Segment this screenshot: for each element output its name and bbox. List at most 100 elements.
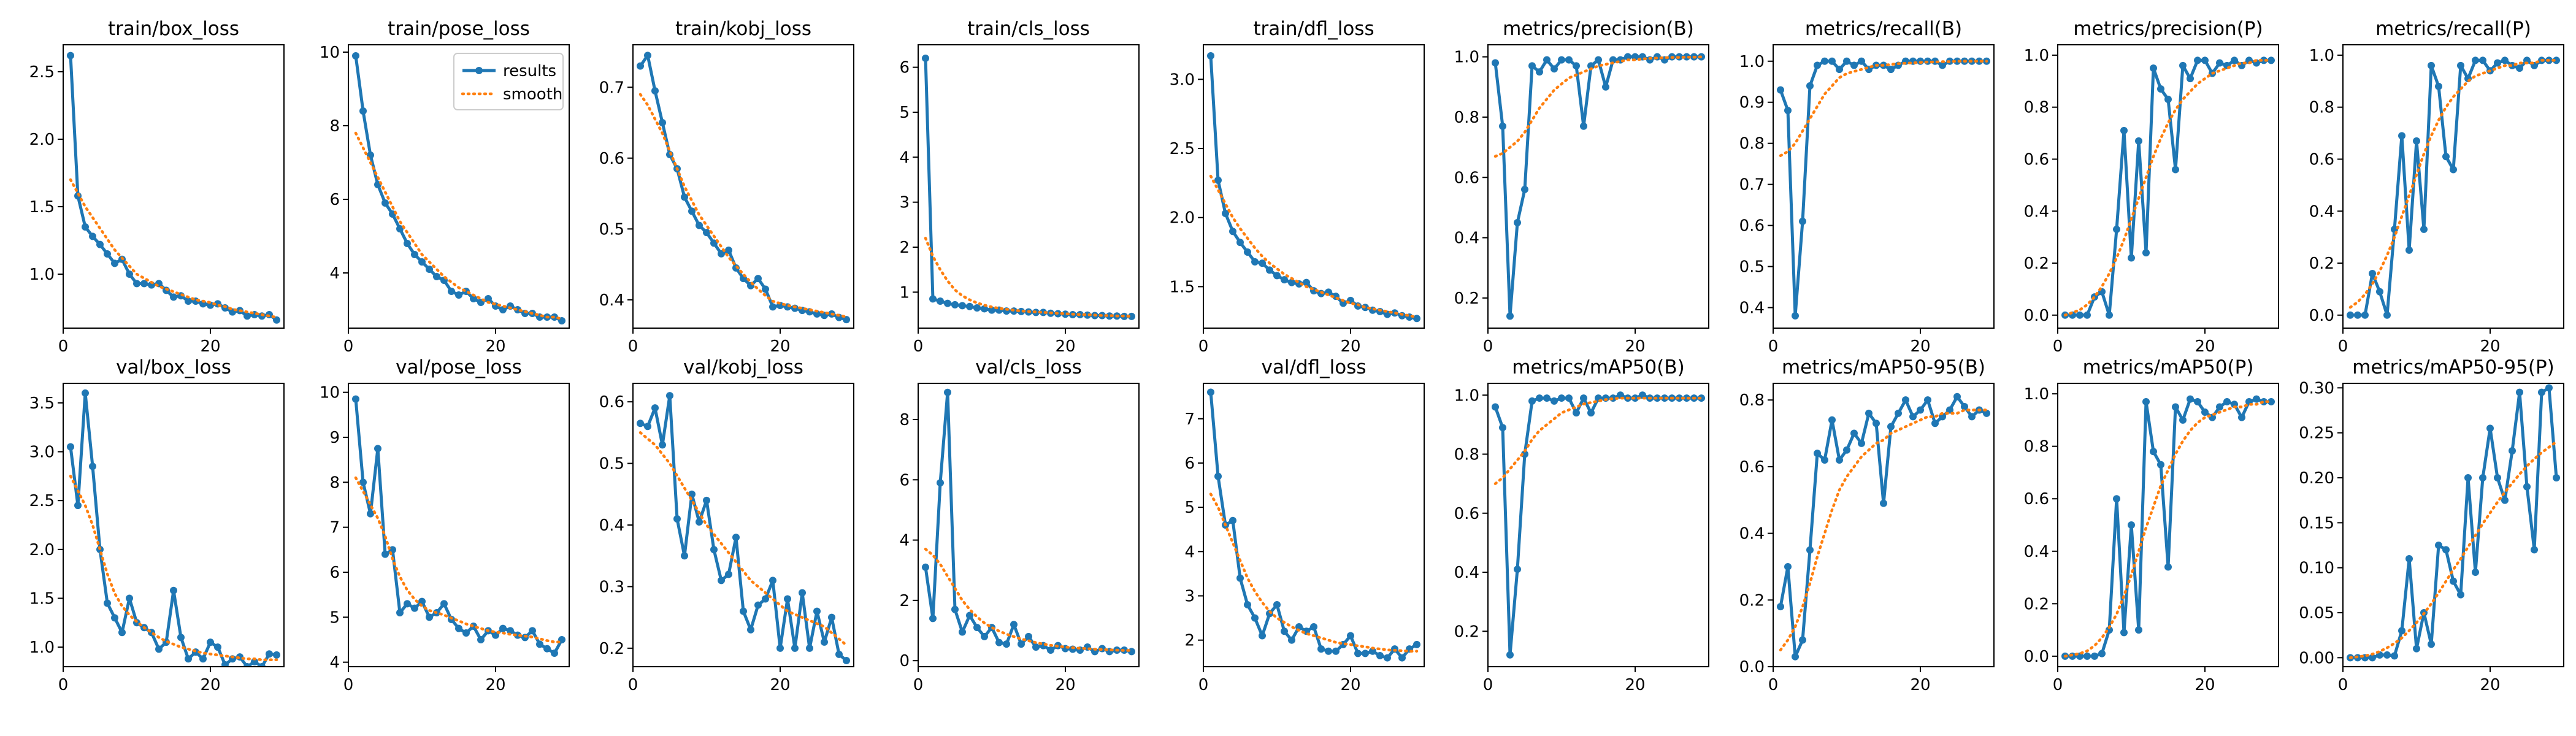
- results-point: [951, 301, 959, 309]
- results-point: [2238, 413, 2245, 421]
- results-point: [1580, 394, 1587, 402]
- results-point: [1251, 614, 1259, 622]
- results-point: [1288, 636, 1295, 644]
- results-point: [2361, 311, 2369, 319]
- results-point: [133, 280, 140, 288]
- smooth-line: [1779, 408, 1988, 652]
- results-point: [2142, 397, 2150, 405]
- results-point: [96, 240, 104, 248]
- results-point: [2231, 56, 2238, 64]
- results-point: [1858, 439, 1865, 447]
- y-tick-label: 8: [329, 117, 340, 136]
- y-tick-label: 1.5: [29, 198, 55, 217]
- results-point: [1836, 456, 1843, 464]
- results-point: [703, 229, 710, 237]
- y-tick-label: 0.6: [2024, 150, 2049, 169]
- results-point: [243, 663, 251, 667]
- results-point: [1317, 645, 1325, 653]
- results-point: [67, 52, 74, 59]
- chart-panel: train/dfl_loss 0 20 1.5 2.0 2.5 3.0: [1170, 18, 1425, 356]
- y-tick-label: 5: [1184, 499, 1195, 517]
- results-point: [1580, 122, 1587, 130]
- results-point: [2516, 388, 2523, 396]
- results-point: [2538, 388, 2545, 396]
- y-tick-label: 6: [899, 59, 910, 77]
- results-point: [1528, 62, 1536, 70]
- results-point: [2164, 563, 2172, 571]
- results-point: [725, 246, 732, 254]
- results-point: [1310, 623, 1317, 631]
- results-point: [67, 443, 74, 451]
- y-tick-label: 0.4: [1454, 229, 1479, 248]
- results-point: [214, 643, 221, 651]
- chart-title: metrics/recall(B): [1805, 18, 1962, 40]
- results-point: [426, 266, 433, 273]
- results-point: [929, 295, 937, 303]
- y-tick-label: 0.2: [2024, 595, 2049, 613]
- y-tick-label: 9: [329, 429, 340, 447]
- smooth-line: [354, 131, 564, 321]
- chart-panel: train/box_loss 0 20 1.0 1.5 2.0 2.5: [29, 18, 285, 356]
- y-tick-label: 4: [899, 532, 910, 550]
- results-point: [1398, 654, 1406, 662]
- results-point: [2128, 521, 2135, 529]
- x-tick-label: 0: [913, 337, 924, 356]
- results-point: [111, 614, 118, 622]
- results-point: [2128, 254, 2135, 262]
- y-tick-label: 1: [899, 283, 910, 302]
- results-point: [2120, 126, 2128, 134]
- y-tick-label: 1.0: [1454, 386, 1479, 405]
- results-point: [104, 250, 111, 258]
- results-point: [1492, 59, 1499, 67]
- results-point: [1814, 450, 1821, 458]
- results-point: [2472, 569, 2479, 576]
- results-point: [1602, 83, 1609, 91]
- x-tick-label: 20: [485, 337, 505, 356]
- smooth-line: [2348, 59, 2558, 309]
- results-point: [988, 306, 995, 314]
- results-line: [69, 391, 277, 667]
- results-point: [791, 644, 799, 652]
- results-point: [1259, 259, 1266, 267]
- results-point: [644, 52, 651, 59]
- results-point: [462, 629, 470, 637]
- y-tick-label: 1.0: [2309, 47, 2334, 65]
- y-tick-label: 0.2: [2309, 255, 2334, 273]
- y-tick-label: 0.5: [1739, 258, 1765, 277]
- results-point: [951, 605, 959, 613]
- y-tick-label: 0.30: [2299, 379, 2334, 397]
- y-tick-label: 2.0: [1170, 209, 1195, 228]
- results-line: [69, 55, 278, 321]
- x-tick-label: 20: [2195, 676, 2215, 694]
- axes-frame: [2342, 44, 2564, 329]
- x-tick-label: 20: [1910, 337, 1930, 356]
- results-point: [2216, 59, 2223, 67]
- smooth-line: [924, 237, 1133, 318]
- results-point: [273, 651, 280, 659]
- results-point: [359, 478, 367, 486]
- results-point: [126, 270, 133, 278]
- smooth-line: [638, 93, 848, 318]
- results-point: [2428, 640, 2435, 648]
- results-point: [1828, 416, 1836, 424]
- results-point: [426, 613, 433, 621]
- results-point: [835, 650, 843, 658]
- y-tick-label: 10: [320, 384, 340, 402]
- x-tick-label: 0: [628, 676, 638, 694]
- results-point: [2194, 56, 2201, 64]
- y-tick-label: 4: [329, 654, 340, 672]
- results-point: [170, 586, 177, 594]
- results-point: [1384, 654, 1391, 662]
- results-point: [1551, 65, 1558, 73]
- chart-panel: val/kobj_loss 0 20 0.2 0.3 0.4 0.5 0.6: [599, 356, 854, 694]
- results-point: [485, 295, 492, 302]
- smooth-line: [1779, 59, 1988, 158]
- results-point: [199, 655, 207, 663]
- results-point: [1376, 651, 1384, 659]
- results-point: [937, 297, 944, 305]
- y-tick-label: 6: [899, 471, 910, 489]
- results-point: [185, 655, 192, 663]
- x-tick-label: 20: [770, 676, 790, 694]
- chart-panel: metrics/mAP50-95(B) 0 20 0.0 0.2 0.4 0.6 0.8: [1739, 356, 1995, 694]
- results-point: [1806, 546, 1814, 554]
